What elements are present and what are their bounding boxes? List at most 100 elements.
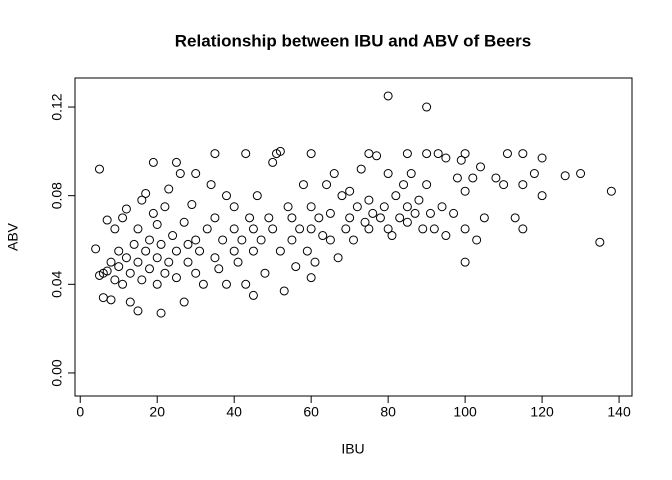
point — [399, 180, 409, 190]
x-tick-label: 140 — [607, 404, 631, 420]
point — [422, 102, 432, 112]
point — [606, 186, 616, 196]
point — [152, 279, 162, 289]
point — [441, 153, 451, 163]
point — [168, 231, 178, 241]
point — [191, 169, 201, 179]
point — [325, 235, 335, 245]
point — [410, 208, 420, 218]
point — [91, 244, 101, 254]
point — [179, 297, 189, 307]
y-tick-label: 0.04 — [49, 270, 65, 297]
point — [460, 186, 470, 196]
point — [110, 275, 120, 285]
point — [402, 202, 412, 212]
point — [106, 257, 116, 267]
point — [125, 297, 135, 307]
point — [121, 204, 131, 214]
point — [114, 262, 124, 272]
point — [341, 224, 351, 234]
point — [110, 224, 120, 234]
point — [171, 273, 181, 283]
point — [221, 191, 231, 201]
point — [302, 246, 312, 256]
x-tick-label: 40 — [226, 404, 242, 420]
point — [121, 253, 131, 263]
point — [414, 195, 424, 205]
point — [337, 191, 347, 201]
point — [372, 151, 382, 161]
point — [287, 213, 297, 223]
point — [160, 202, 170, 212]
point — [560, 171, 570, 181]
point — [429, 224, 439, 234]
point — [175, 169, 185, 179]
point — [137, 275, 147, 285]
point — [449, 208, 459, 218]
point — [264, 213, 274, 223]
point — [387, 231, 397, 241]
y-tick-label: 0.00 — [49, 359, 65, 386]
point — [322, 180, 332, 190]
point — [256, 235, 266, 245]
point — [202, 224, 212, 234]
point — [291, 262, 301, 272]
point — [329, 169, 339, 179]
point — [433, 149, 443, 159]
point — [460, 224, 470, 234]
point — [221, 279, 231, 289]
point — [364, 195, 374, 205]
point — [125, 268, 135, 278]
point — [333, 253, 343, 263]
point — [441, 231, 451, 241]
point — [137, 195, 147, 205]
point — [472, 235, 482, 245]
point — [383, 224, 393, 234]
point — [422, 180, 432, 190]
point — [345, 186, 355, 196]
point — [210, 213, 220, 223]
chart-title: Relationship between IBU and ABV of Beer… — [175, 31, 531, 50]
point — [306, 224, 316, 234]
point — [241, 279, 251, 289]
point — [260, 268, 270, 278]
point — [460, 257, 470, 267]
point — [252, 191, 262, 201]
point — [456, 155, 466, 165]
point — [452, 173, 462, 183]
point — [206, 180, 216, 190]
point — [479, 213, 489, 223]
point — [191, 235, 201, 245]
point — [510, 213, 520, 223]
point — [133, 224, 143, 234]
x-tick-label: 80 — [380, 404, 396, 420]
point — [518, 224, 528, 234]
point — [179, 217, 189, 227]
point — [106, 295, 116, 305]
point — [183, 239, 193, 249]
point — [306, 273, 316, 283]
point — [248, 246, 258, 256]
point — [102, 266, 112, 276]
point — [129, 239, 139, 249]
point — [145, 235, 155, 245]
point — [275, 146, 285, 156]
point — [245, 213, 255, 223]
x-tick-label: 0 — [76, 404, 84, 420]
point — [368, 208, 378, 218]
point — [529, 169, 539, 179]
point — [576, 169, 586, 179]
point — [375, 213, 385, 223]
point — [395, 213, 405, 223]
point — [364, 149, 374, 159]
point — [356, 164, 366, 174]
point — [360, 217, 370, 227]
point — [422, 149, 432, 159]
point — [229, 202, 239, 212]
point — [183, 257, 193, 267]
point — [306, 149, 316, 159]
point — [198, 279, 208, 289]
point — [118, 279, 128, 289]
point — [402, 149, 412, 159]
